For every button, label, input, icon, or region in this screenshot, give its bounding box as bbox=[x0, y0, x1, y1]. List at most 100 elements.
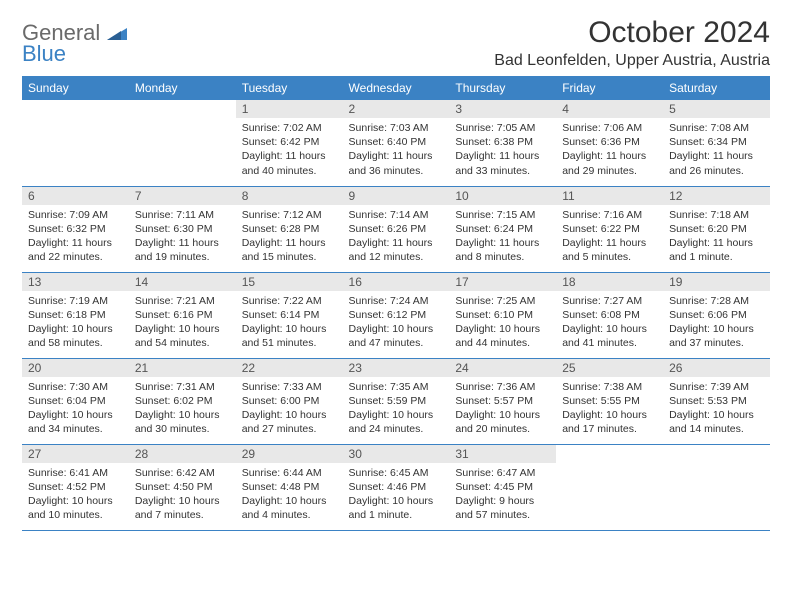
calendar-day-cell: 29Sunrise: 6:44 AMSunset: 4:48 PMDayligh… bbox=[236, 444, 343, 530]
sunset-text: Sunset: 5:57 PM bbox=[455, 394, 550, 408]
logo-text-block: General Blue bbox=[22, 22, 127, 65]
calendar-empty-cell bbox=[663, 444, 770, 530]
daylight-text: Daylight: 10 hours and 34 minutes. bbox=[28, 408, 123, 436]
calendar-day-cell: 30Sunrise: 6:45 AMSunset: 4:46 PMDayligh… bbox=[343, 444, 450, 530]
daylight-text: Daylight: 10 hours and 17 minutes. bbox=[562, 408, 657, 436]
calendar-day-cell: 10Sunrise: 7:15 AMSunset: 6:24 PMDayligh… bbox=[449, 186, 556, 272]
day-number: 3 bbox=[449, 100, 556, 118]
day-details: Sunrise: 7:30 AMSunset: 6:04 PMDaylight:… bbox=[22, 377, 129, 441]
day-details: Sunrise: 6:45 AMSunset: 4:46 PMDaylight:… bbox=[343, 463, 450, 527]
day-number: 11 bbox=[556, 187, 663, 205]
day-details: Sunrise: 7:28 AMSunset: 6:06 PMDaylight:… bbox=[663, 291, 770, 355]
day-number: 30 bbox=[343, 445, 450, 463]
sunrise-text: Sunrise: 7:02 AM bbox=[242, 121, 337, 135]
sunrise-text: Sunrise: 7:39 AM bbox=[669, 380, 764, 394]
daylight-text: Daylight: 10 hours and 51 minutes. bbox=[242, 322, 337, 350]
sunset-text: Sunset: 6:32 PM bbox=[28, 222, 123, 236]
calendar-day-cell: 28Sunrise: 6:42 AMSunset: 4:50 PMDayligh… bbox=[129, 444, 236, 530]
daylight-text: Daylight: 10 hours and 47 minutes. bbox=[349, 322, 444, 350]
sunset-text: Sunset: 6:12 PM bbox=[349, 308, 444, 322]
calendar-day-cell: 11Sunrise: 7:16 AMSunset: 6:22 PMDayligh… bbox=[556, 186, 663, 272]
daylight-text: Daylight: 10 hours and 14 minutes. bbox=[669, 408, 764, 436]
day-number: 17 bbox=[449, 273, 556, 291]
sunset-text: Sunset: 6:02 PM bbox=[135, 394, 230, 408]
daylight-text: Daylight: 11 hours and 8 minutes. bbox=[455, 236, 550, 264]
sunrise-text: Sunrise: 7:09 AM bbox=[28, 208, 123, 222]
calendar-day-cell: 16Sunrise: 7:24 AMSunset: 6:12 PMDayligh… bbox=[343, 272, 450, 358]
brand-logo: General Blue bbox=[22, 22, 127, 65]
calendar-day-cell: 24Sunrise: 7:36 AMSunset: 5:57 PMDayligh… bbox=[449, 358, 556, 444]
daylight-text: Daylight: 10 hours and 58 minutes. bbox=[28, 322, 123, 350]
day-details: Sunrise: 7:08 AMSunset: 6:34 PMDaylight:… bbox=[663, 118, 770, 182]
day-details: Sunrise: 7:22 AMSunset: 6:14 PMDaylight:… bbox=[236, 291, 343, 355]
sunrise-text: Sunrise: 7:21 AM bbox=[135, 294, 230, 308]
calendar-day-cell: 12Sunrise: 7:18 AMSunset: 6:20 PMDayligh… bbox=[663, 186, 770, 272]
day-number: 14 bbox=[129, 273, 236, 291]
day-details: Sunrise: 6:44 AMSunset: 4:48 PMDaylight:… bbox=[236, 463, 343, 527]
day-number: 12 bbox=[663, 187, 770, 205]
day-number: 1 bbox=[236, 100, 343, 118]
day-number: 26 bbox=[663, 359, 770, 377]
day-details: Sunrise: 7:35 AMSunset: 5:59 PMDaylight:… bbox=[343, 377, 450, 441]
day-number: 27 bbox=[22, 445, 129, 463]
logo-word-blue: Blue bbox=[22, 43, 127, 65]
sunrise-text: Sunrise: 7:28 AM bbox=[669, 294, 764, 308]
sunrise-text: Sunrise: 7:30 AM bbox=[28, 380, 123, 394]
sunrise-text: Sunrise: 7:16 AM bbox=[562, 208, 657, 222]
sunset-text: Sunset: 6:28 PM bbox=[242, 222, 337, 236]
day-details: Sunrise: 7:05 AMSunset: 6:38 PMDaylight:… bbox=[449, 118, 556, 182]
daylight-text: Daylight: 11 hours and 19 minutes. bbox=[135, 236, 230, 264]
daylight-text: Daylight: 11 hours and 22 minutes. bbox=[28, 236, 123, 264]
sunset-text: Sunset: 4:46 PM bbox=[349, 480, 444, 494]
day-details: Sunrise: 7:14 AMSunset: 6:26 PMDaylight:… bbox=[343, 205, 450, 269]
day-details: Sunrise: 7:19 AMSunset: 6:18 PMDaylight:… bbox=[22, 291, 129, 355]
title-block: October 2024 Bad Leonfelden, Upper Austr… bbox=[494, 16, 770, 70]
calendar-day-cell: 19Sunrise: 7:28 AMSunset: 6:06 PMDayligh… bbox=[663, 272, 770, 358]
day-number: 15 bbox=[236, 273, 343, 291]
day-number: 7 bbox=[129, 187, 236, 205]
weekday-header: Tuesday bbox=[236, 76, 343, 100]
daylight-text: Daylight: 10 hours and 44 minutes. bbox=[455, 322, 550, 350]
daylight-text: Daylight: 11 hours and 33 minutes. bbox=[455, 149, 550, 177]
sunset-text: Sunset: 6:06 PM bbox=[669, 308, 764, 322]
day-details: Sunrise: 7:36 AMSunset: 5:57 PMDaylight:… bbox=[449, 377, 556, 441]
daylight-text: Daylight: 11 hours and 5 minutes. bbox=[562, 236, 657, 264]
daylight-text: Daylight: 10 hours and 54 minutes. bbox=[135, 322, 230, 350]
day-details: Sunrise: 7:03 AMSunset: 6:40 PMDaylight:… bbox=[343, 118, 450, 182]
calendar-day-cell: 22Sunrise: 7:33 AMSunset: 6:00 PMDayligh… bbox=[236, 358, 343, 444]
day-number: 20 bbox=[22, 359, 129, 377]
day-details: Sunrise: 7:18 AMSunset: 6:20 PMDaylight:… bbox=[663, 205, 770, 269]
day-details: Sunrise: 7:27 AMSunset: 6:08 PMDaylight:… bbox=[556, 291, 663, 355]
sunrise-text: Sunrise: 6:45 AM bbox=[349, 466, 444, 480]
sunrise-text: Sunrise: 7:19 AM bbox=[28, 294, 123, 308]
sunset-text: Sunset: 6:00 PM bbox=[242, 394, 337, 408]
calendar-day-cell: 27Sunrise: 6:41 AMSunset: 4:52 PMDayligh… bbox=[22, 444, 129, 530]
daylight-text: Daylight: 10 hours and 20 minutes. bbox=[455, 408, 550, 436]
day-number: 22 bbox=[236, 359, 343, 377]
sunset-text: Sunset: 6:14 PM bbox=[242, 308, 337, 322]
daylight-text: Daylight: 11 hours and 1 minute. bbox=[669, 236, 764, 264]
calendar-day-cell: 5Sunrise: 7:08 AMSunset: 6:34 PMDaylight… bbox=[663, 100, 770, 186]
day-details: Sunrise: 7:25 AMSunset: 6:10 PMDaylight:… bbox=[449, 291, 556, 355]
day-details: Sunrise: 7:09 AMSunset: 6:32 PMDaylight:… bbox=[22, 205, 129, 269]
calendar-empty-cell bbox=[556, 444, 663, 530]
weekday-header: Sunday bbox=[22, 76, 129, 100]
day-number: 4 bbox=[556, 100, 663, 118]
sunrise-text: Sunrise: 7:33 AM bbox=[242, 380, 337, 394]
day-number: 16 bbox=[343, 273, 450, 291]
calendar-empty-cell bbox=[129, 100, 236, 186]
sunrise-text: Sunrise: 7:27 AM bbox=[562, 294, 657, 308]
sunrise-text: Sunrise: 7:35 AM bbox=[349, 380, 444, 394]
location-label: Bad Leonfelden, Upper Austria, Austria bbox=[494, 52, 770, 70]
day-number: 29 bbox=[236, 445, 343, 463]
day-number: 18 bbox=[556, 273, 663, 291]
day-number: 24 bbox=[449, 359, 556, 377]
calendar-week-row: 13Sunrise: 7:19 AMSunset: 6:18 PMDayligh… bbox=[22, 272, 770, 358]
daylight-text: Daylight: 10 hours and 7 minutes. bbox=[135, 494, 230, 522]
day-details: Sunrise: 6:42 AMSunset: 4:50 PMDaylight:… bbox=[129, 463, 236, 527]
weekday-header-row: SundayMondayTuesdayWednesdayThursdayFrid… bbox=[22, 76, 770, 100]
day-details: Sunrise: 7:11 AMSunset: 6:30 PMDaylight:… bbox=[129, 205, 236, 269]
day-number: 28 bbox=[129, 445, 236, 463]
sunrise-text: Sunrise: 7:36 AM bbox=[455, 380, 550, 394]
sunset-text: Sunset: 6:10 PM bbox=[455, 308, 550, 322]
